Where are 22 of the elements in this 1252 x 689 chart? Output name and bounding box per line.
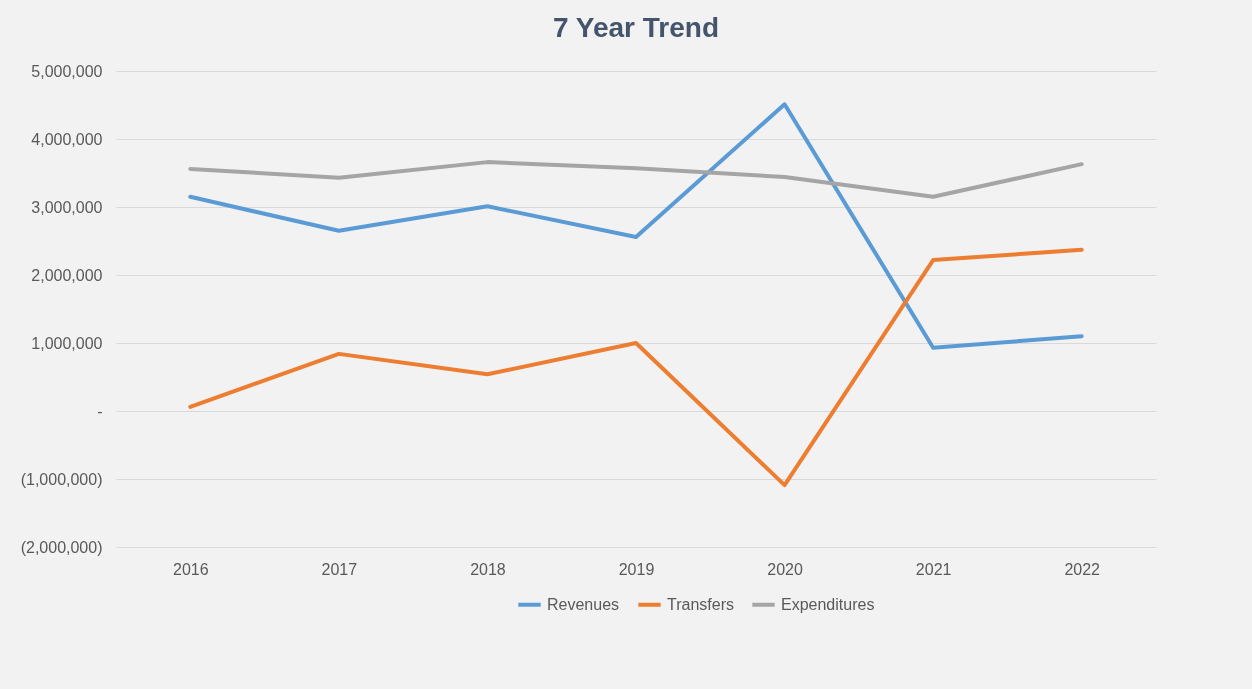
y-tick-label: 4,000,000 xyxy=(31,130,103,148)
legend-label: Transfers xyxy=(667,595,734,613)
legend-label: Revenues xyxy=(547,595,620,613)
x-tick-label: 2018 xyxy=(470,560,506,578)
y-tick-label: 1,000,000 xyxy=(31,334,103,352)
legend-label: Expenditures xyxy=(781,595,875,613)
y-tick-label: - xyxy=(97,402,103,420)
x-tick-label: 2017 xyxy=(321,560,358,578)
x-tick-label: 2020 xyxy=(767,560,803,578)
x-tick-label: 2019 xyxy=(618,560,655,578)
y-tick-label: (1,000,000) xyxy=(20,470,103,488)
chart-title: 7 Year Trend xyxy=(552,12,720,43)
y-tick-label: (2,000,000) xyxy=(20,538,103,556)
line-series xyxy=(188,102,1084,350)
line-series xyxy=(188,160,1084,199)
y-tick-label: 3,000,000 xyxy=(31,198,103,216)
x-tick-label: 2022 xyxy=(1064,560,1101,578)
x-tick-label: 2016 xyxy=(172,560,209,578)
line-series xyxy=(188,247,1084,488)
y-tick-label: 2,000,000 xyxy=(31,266,103,284)
y-tick-label: 5,000,000 xyxy=(31,62,103,80)
x-tick-label: 2021 xyxy=(915,560,952,578)
